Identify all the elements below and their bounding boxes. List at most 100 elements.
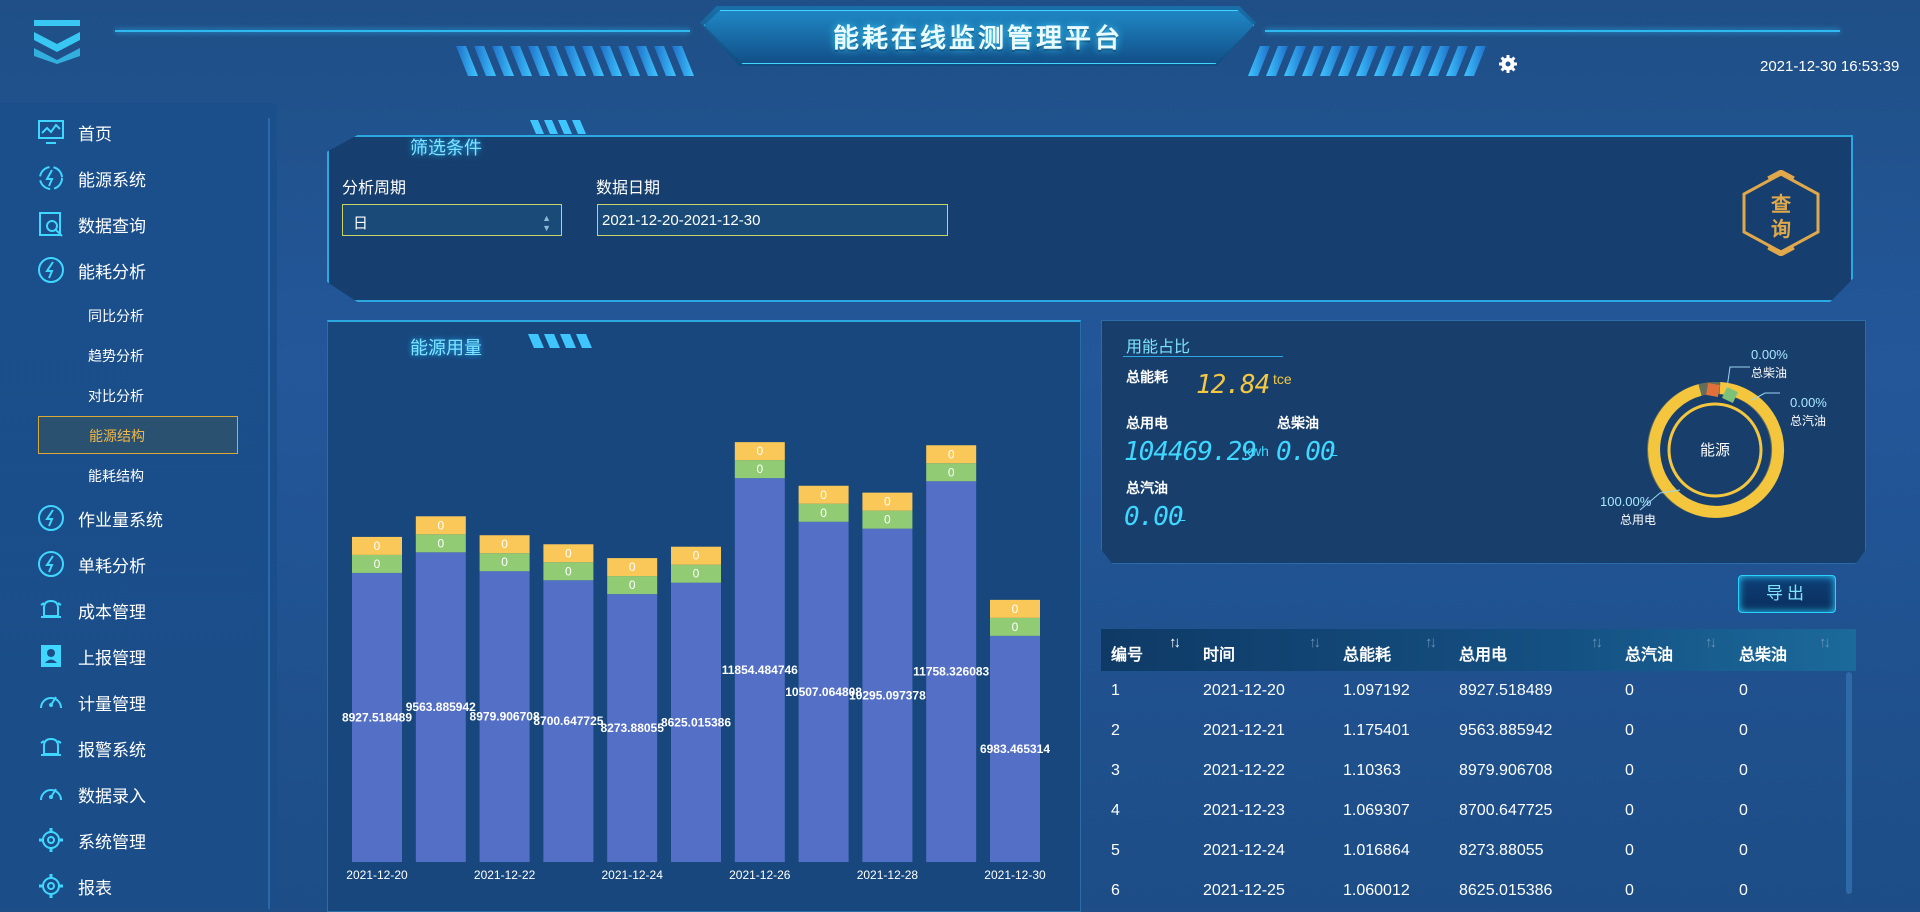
bar-value-label: 8700.647725 (533, 714, 603, 728)
sidebar-item-data-query[interactable]: 数据查询 (36, 207, 146, 241)
table-cell: 0 (1625, 762, 1634, 779)
bar-electric (479, 571, 530, 862)
bar-electric (798, 521, 849, 862)
bar-electric (543, 580, 594, 862)
table-cell: 1.175401 (1343, 722, 1410, 739)
table-cell: 4 (1111, 802, 1120, 819)
bell-icon (36, 595, 66, 625)
sidebar-subitem-yoy[interactable]: 同比分析 (88, 308, 144, 324)
gasoline-unit: L (1178, 508, 1186, 524)
bar-value-label: 8927.518489 (342, 710, 412, 724)
table-row[interactable]: 6 2021-12-25 1.060012 8625.015386 0 0 (1101, 871, 1849, 909)
sort-icon[interactable]: ↑↓ (1425, 634, 1437, 651)
table-row[interactable]: 3 2021-12-22 1.10363 8979.906708 0 0 (1101, 751, 1849, 791)
header-total-energy[interactable]: 总能耗 (1343, 647, 1392, 664)
table-cell: 2021-12-22 (1203, 762, 1285, 779)
filter-panel (327, 135, 1853, 302)
sidebar-item-label: 报警系统 (78, 740, 146, 760)
electric-label: 总用电 (1126, 415, 1168, 431)
table-cell: 0 (1739, 802, 1748, 819)
bar-gasoline (734, 460, 785, 479)
x-tick-label: 2021-12-24 (602, 868, 664, 882)
table-row[interactable]: 1 2021-12-20 1.097192 8927.518489 0 0 (1101, 671, 1849, 711)
sidebar-item-energy-analysis[interactable]: 能耗分析 (36, 253, 146, 287)
table-row[interactable]: 2 2021-12-21 1.175401 9563.885942 0 0 (1101, 711, 1849, 751)
energy-donut-chart: 能源 (1647, 382, 1785, 518)
sidebar-item-metering[interactable]: 计量管理 (36, 685, 146, 719)
header-time[interactable]: 时间 (1203, 647, 1236, 664)
electric-value: 104469.29 (1124, 437, 1257, 467)
sidebar-subitem-consumption-structure[interactable]: 能耗结构 (88, 468, 144, 484)
table-cell: 1.097192 (1343, 682, 1410, 699)
sort-icon[interactable]: ↑↓ (1169, 634, 1181, 651)
sidebar-item-report-mgmt[interactable]: 上报管理 (36, 639, 146, 673)
table-cell: 9563.885942 (1459, 722, 1553, 739)
diesel-value: 0.00 (1276, 437, 1336, 467)
table-row[interactable]: 5 2021-12-24 1.016864 8273.88055 0 0 (1101, 831, 1849, 871)
sidebar-item-cost[interactable]: 成本管理 (36, 593, 146, 627)
bar-label-diesel: 0 (693, 549, 700, 563)
table-row[interactable]: 4 2021-12-23 1.069307 8700.647725 0 0 (1101, 791, 1849, 831)
bar-label-gasoline: 0 (629, 578, 636, 592)
ratio-title: 用能占比 (1126, 339, 1191, 356)
table-header: 编号 ↑↓ 时间 ↑↓ 总能耗 ↑↓ 总用电 ↑↓ 总汽油 ↑↓ 总柴油 ↑↓ (1101, 629, 1856, 671)
header-id[interactable]: 编号 (1111, 647, 1144, 664)
sidebar-item-label: 上报管理 (78, 648, 146, 668)
diesel-name: 总柴油 (1751, 366, 1788, 380)
sidebar-subitem-energy-structure[interactable]: 能源结构 (38, 416, 238, 454)
bar-label-gasoline: 0 (437, 536, 444, 550)
bar-electric (671, 582, 721, 862)
table-cell: 2021-12-25 (1203, 882, 1285, 899)
sidebar-subitem-compare[interactable]: 对比分析 (88, 388, 144, 404)
x-tick-label: 2021-12-28 (857, 868, 919, 882)
sidebar-item-reports[interactable]: 报表 (36, 869, 112, 903)
export-button[interactable]: 导出 (1738, 575, 1836, 613)
sort-icon[interactable]: ↑↓ (1309, 634, 1321, 651)
sidebar-subitem-label: 能源结构 (89, 428, 145, 444)
sidebar-item-home[interactable]: 首页 (36, 115, 112, 149)
bar-label-gasoline: 0 (565, 564, 572, 578)
diesel-percent: 0.00% (1751, 347, 1788, 362)
bar-electric (415, 552, 466, 862)
sidebar-item-alarm[interactable]: 报警系统 (36, 731, 146, 765)
sort-icon[interactable]: ↑↓ (1819, 634, 1831, 651)
sort-icon[interactable]: ↑↓ (1591, 634, 1603, 651)
x-tick-label: 2021-12-20 (346, 868, 408, 882)
table-scroll-thumb[interactable] (1846, 672, 1852, 894)
gear-icon[interactable] (1498, 54, 1518, 74)
electric-name: 总用电 (1620, 513, 1657, 527)
bar-label-gasoline: 0 (884, 513, 891, 527)
sidebar-item-system[interactable]: 系统管理 (36, 823, 146, 857)
header-total-diesel[interactable]: 总柴油 (1739, 647, 1788, 664)
date-range-input[interactable] (597, 204, 948, 236)
query-button[interactable]: 查 询 (1740, 170, 1822, 256)
header-total-gasoline[interactable]: 总汽油 (1625, 647, 1674, 664)
donut-leader-lines (1639, 366, 1780, 511)
sidebar-item-label: 能源系统 (78, 170, 146, 190)
sidebar-item-energy-system[interactable]: 能源系统 (36, 161, 146, 195)
table-cell: 0 (1625, 882, 1634, 899)
gasoline-label: 总汽油 (1126, 480, 1168, 496)
bar-electric (862, 528, 913, 862)
sidebar-subitem-trend[interactable]: 趋势分析 (88, 348, 144, 364)
sidebar-item-unit-consumption[interactable]: 单耗分析 (36, 547, 146, 581)
table-cell: 1.069307 (1343, 802, 1410, 819)
bar-label-diesel: 0 (948, 447, 955, 461)
gear-icon (36, 871, 66, 901)
sidebar-item-workload[interactable]: 作业量系统 (36, 501, 163, 535)
diesel-unit: L (1330, 443, 1338, 459)
period-select[interactable]: 日 ▲ ▼ (342, 204, 562, 236)
sidebar-item-data-entry[interactable]: 数据录入 (36, 777, 146, 811)
table-cell: 2 (1111, 722, 1120, 739)
filter-title: 筛选条件 (410, 138, 482, 158)
select-caret-icon: ▲ ▼ (542, 213, 551, 233)
header: 能耗在线监测管理平台 2021-12-30 16:53:39 (0, 0, 1920, 90)
bar-electric (990, 635, 1040, 862)
bar-diesel (352, 536, 402, 555)
bar-label-gasoline: 0 (820, 506, 827, 520)
bar-label-diesel: 0 (756, 444, 763, 458)
sidebar-item-label: 成本管理 (78, 602, 146, 622)
bar-gasoline (862, 510, 913, 529)
sort-icon[interactable]: ↑↓ (1705, 634, 1717, 651)
header-total-electric[interactable]: 总用电 (1459, 647, 1508, 664)
